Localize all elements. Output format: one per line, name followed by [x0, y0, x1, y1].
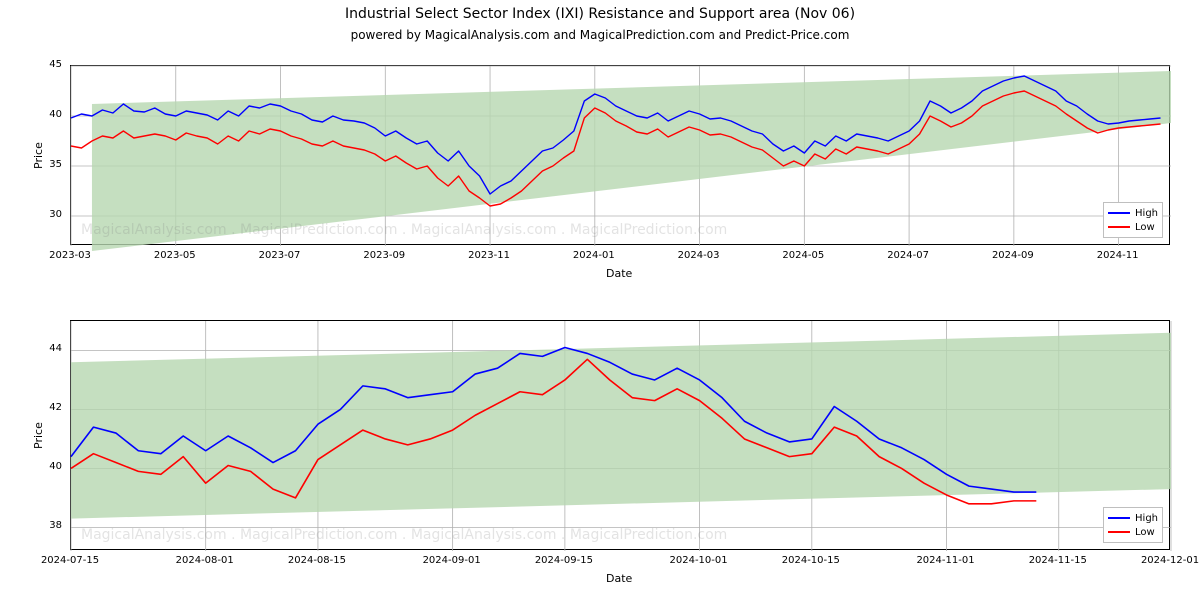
xtick-label: 2024-11: [1097, 250, 1139, 261]
xtick-label: 2023-09: [363, 250, 405, 261]
legend-swatch: [1108, 212, 1130, 214]
chart-svg-bottom: [71, 321, 1171, 551]
chart-subtitle: powered by MagicalAnalysis.com and Magic…: [0, 28, 1200, 42]
legend-bottom: High Low: [1103, 507, 1163, 543]
xtick-label: 2024-12-01: [1141, 555, 1199, 566]
legend-item: Low: [1108, 220, 1158, 234]
legend-swatch: [1108, 226, 1130, 228]
chart-panel-top: MagicalAnalysis.com . MagicalPrediction.…: [70, 65, 1170, 245]
xtick-label: 2024-09-01: [423, 555, 481, 566]
xtick-label: 2024-03: [678, 250, 720, 261]
xtick-label: 2024-11-15: [1029, 555, 1087, 566]
legend-label: High: [1135, 208, 1158, 219]
xtick-label: 2024-07: [887, 250, 929, 261]
legend-item: High: [1108, 511, 1158, 525]
xtick-label: 2024-01: [573, 250, 615, 261]
legend-swatch: [1108, 531, 1130, 533]
xtick-label: 2024-09-15: [535, 555, 593, 566]
xtick-label: 2024-08-01: [176, 555, 234, 566]
legend-item: High: [1108, 206, 1158, 220]
ylabel-top: Price: [32, 142, 45, 169]
xtick-label: 2023-07: [259, 250, 301, 261]
xtick-label: 2023-11: [468, 250, 510, 261]
xtick-label: 2023-03: [49, 250, 91, 261]
legend-label: Low: [1135, 527, 1155, 538]
xlabel-bottom: Date: [606, 572, 632, 585]
legend-label: Low: [1135, 222, 1155, 233]
chart-svg-top: [71, 66, 1171, 246]
xtick-label: 2024-11-01: [916, 555, 974, 566]
legend-swatch: [1108, 517, 1130, 519]
legend-label: High: [1135, 513, 1158, 524]
xtick-label: 2024-05: [782, 250, 824, 261]
xtick-label: 2024-08-15: [288, 555, 346, 566]
legend-item: Low: [1108, 525, 1158, 539]
xtick-label: 2024-09: [992, 250, 1034, 261]
chart-panel-bottom: MagicalAnalysis.com . MagicalPrediction.…: [70, 320, 1170, 550]
xtick-label: 2024-10-01: [670, 555, 728, 566]
chart-title: Industrial Select Sector Index (IXI) Res…: [0, 6, 1200, 22]
xtick-label: 2023-05: [154, 250, 196, 261]
xlabel-top: Date: [606, 267, 632, 280]
figure-root: Industrial Select Sector Index (IXI) Res…: [0, 0, 1200, 600]
xtick-label: 2024-10-15: [782, 555, 840, 566]
ylabel-bottom: Price: [32, 422, 45, 449]
xtick-label: 2024-07-15: [41, 555, 99, 566]
legend-top: High Low: [1103, 202, 1163, 238]
